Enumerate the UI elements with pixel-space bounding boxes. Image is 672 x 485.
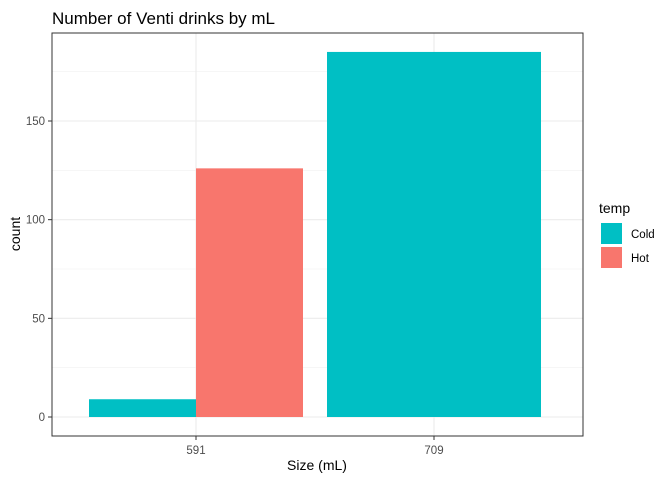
bars bbox=[89, 51, 541, 417]
bar-cold-591 bbox=[89, 399, 196, 417]
y-tick-label: 50 bbox=[32, 313, 45, 325]
y-axis-ticks: 0 50 100 150 bbox=[26, 116, 52, 424]
legend-title: temp bbox=[599, 200, 630, 216]
y-tick-label: 0 bbox=[39, 412, 45, 424]
legend-key-hot bbox=[601, 247, 622, 268]
bar-cold-709 bbox=[327, 51, 541, 417]
plot-border bbox=[51, 32, 584, 437]
y-axis-label: count bbox=[7, 217, 23, 251]
x-axis-ticks: 591 709 bbox=[186, 436, 444, 457]
bar-hot-591 bbox=[196, 168, 303, 417]
x-tick-label: 591 bbox=[186, 445, 205, 457]
y-tick-label: 100 bbox=[26, 215, 45, 227]
legend: temp Cold Hot bbox=[599, 200, 655, 268]
x-axis-label: Size (mL) bbox=[287, 457, 347, 473]
legend-key-cold bbox=[601, 223, 622, 244]
x-tick-label: 709 bbox=[424, 445, 443, 457]
legend-label-cold: Cold bbox=[631, 229, 655, 241]
chart-title: Number of Venti drinks by mL bbox=[52, 9, 275, 28]
y-tick-label: 150 bbox=[26, 116, 45, 128]
legend-label-hot: Hot bbox=[631, 253, 650, 265]
